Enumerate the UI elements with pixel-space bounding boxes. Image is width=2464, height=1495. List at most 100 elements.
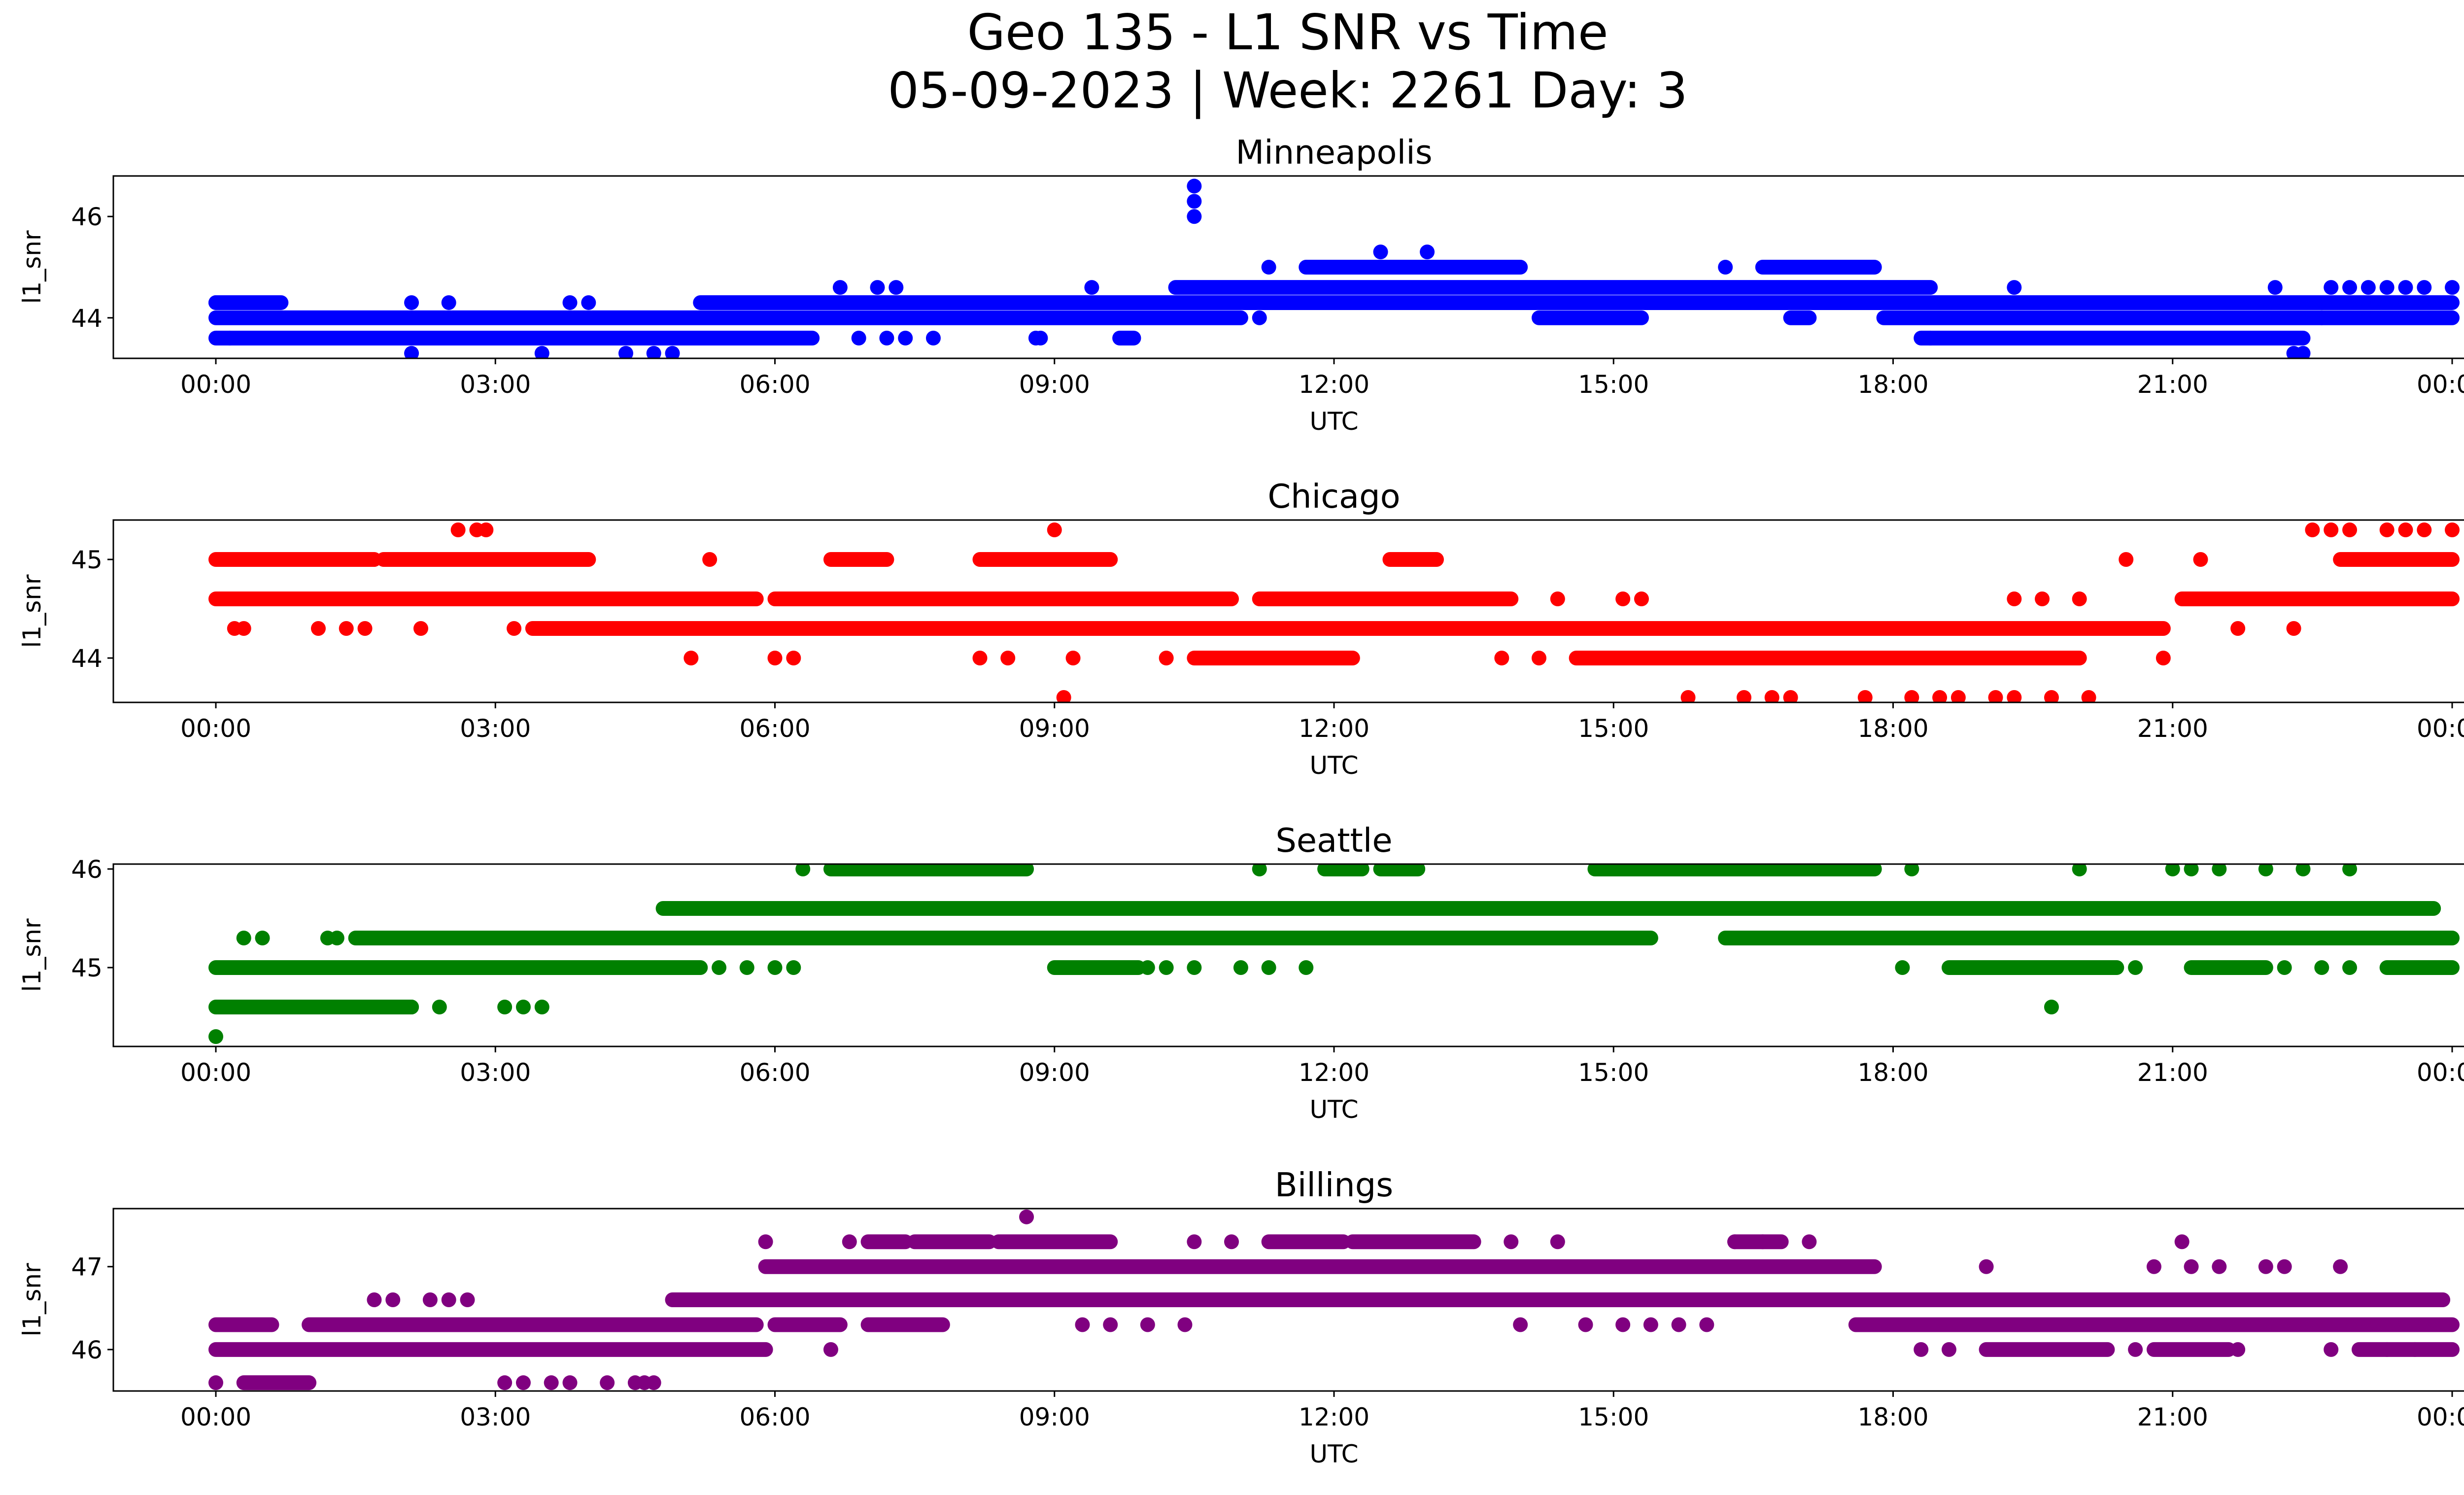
x-tick-label: 15:00	[1578, 1403, 1649, 1431]
data-point	[2417, 280, 2432, 295]
data-point	[851, 330, 866, 346]
x-axis-label: UTC	[1309, 1440, 1358, 1468]
data-point	[2342, 522, 2358, 537]
subplot-minneapolis: Minneapolis 00:00 03:00 06:00 09:00 12:00 15:0…	[18, 133, 2464, 436]
data-point	[1671, 1317, 1686, 1332]
data-point	[1159, 960, 1174, 975]
x-tick-label: 03:00	[460, 370, 531, 399]
data-point	[2156, 651, 2171, 665]
data-point	[2165, 864, 2180, 876]
x-tick-label: 03:00	[460, 1403, 531, 1431]
data-point	[208, 1375, 223, 1391]
x-tick-label: 12:00	[1299, 1403, 1369, 1431]
data-point	[1252, 864, 1267, 876]
y-tick-label: 46	[71, 203, 103, 231]
data-point	[842, 1234, 857, 1250]
data-point	[1643, 1317, 1658, 1332]
data-point	[1000, 651, 1016, 665]
x-tick-label: 21:00	[2137, 714, 2208, 743]
data-point	[2184, 1259, 2199, 1274]
plot-area	[208, 178, 2460, 358]
data-point	[357, 621, 373, 636]
data-point	[1056, 690, 1071, 702]
data-point	[2295, 346, 2311, 358]
data-point	[1979, 1259, 1994, 1274]
data-point	[515, 1375, 531, 1391]
data-point	[2230, 621, 2246, 636]
data-point	[2035, 591, 2050, 606]
data-point	[1550, 591, 1565, 606]
data-point	[870, 280, 885, 295]
data-point	[2342, 864, 2358, 876]
x-tick-label: 18:00	[1857, 1058, 1928, 1087]
data-point	[2230, 1342, 2246, 1357]
data-point	[367, 1292, 382, 1307]
data-point	[404, 1000, 419, 1014]
data-point	[208, 1029, 223, 1044]
data-point	[767, 960, 783, 975]
data-point	[2379, 1342, 2395, 1357]
x-tick-label: 00:00	[180, 1058, 251, 1087]
data-point	[2305, 522, 2320, 537]
y-axis-label: l1_snr	[18, 918, 46, 992]
x-tick-label: 12:00	[1299, 1058, 1369, 1087]
x-tick-label: 15:00	[1578, 714, 1649, 743]
data-point	[1299, 960, 1314, 975]
data-point	[2174, 1234, 2190, 1250]
data-point	[1261, 260, 1276, 275]
data-point	[310, 621, 326, 636]
subplot-chicago: Chicago 00:00 03:00 06:00 09:00 12:00 15:00 18:…	[18, 477, 2464, 780]
data-point	[1289, 651, 1304, 665]
data-point	[1140, 1317, 1155, 1332]
data-point	[2007, 280, 2022, 295]
data-point	[2342, 960, 2358, 975]
data-point	[2072, 864, 2087, 876]
data-point	[441, 1292, 456, 1307]
x-tick-label: 21:00	[2137, 370, 2208, 399]
data-point	[2258, 1259, 2273, 1274]
x-tick-label: 09:00	[1019, 1403, 1090, 1431]
data-point	[1755, 1234, 1770, 1250]
data-point	[665, 346, 680, 358]
data-point	[1140, 960, 1155, 975]
x-tick-label: 03:00	[460, 1058, 531, 1087]
data-point	[1895, 960, 1910, 975]
data-point	[1615, 1317, 1631, 1332]
data-point	[581, 295, 596, 310]
data-point	[2044, 690, 2059, 702]
subplot-billings: Billings 00:00 03:00 06:00 09:00 12:00 15:00 18…	[18, 1166, 2464, 1468]
data-point	[646, 1375, 661, 1391]
data-point	[1033, 330, 1048, 346]
x-tick-label: 06:00	[739, 714, 810, 743]
x-tick-label: 21:00	[2137, 1058, 2208, 1087]
x-axis-label: UTC	[1309, 1095, 1358, 1124]
data-point	[889, 280, 904, 295]
data-point	[795, 864, 811, 876]
data-point	[739, 960, 754, 975]
data-point	[1802, 1234, 1817, 1250]
data-point	[1578, 1317, 1593, 1332]
data-point	[1699, 1317, 1714, 1332]
y-tick-label: 44	[71, 304, 103, 333]
data-point	[684, 651, 699, 665]
subplot-title: Chicago	[1267, 477, 1400, 516]
x-tick-label: 06:00	[739, 370, 810, 399]
data-point	[236, 621, 251, 636]
data-point	[972, 651, 988, 665]
data-point	[2146, 1259, 2161, 1274]
data-point	[1904, 690, 1919, 702]
x-tick-label: 00:00	[2417, 1058, 2464, 1087]
data-point	[460, 1292, 475, 1307]
data-point	[562, 1375, 578, 1391]
x-tick-label: 00:00	[180, 370, 251, 399]
x-tick-label: 00:00	[180, 1403, 251, 1431]
x-tick-label: 09:00	[1019, 714, 1090, 743]
data-point	[1373, 244, 1388, 260]
data-point	[222, 330, 238, 346]
figure-title-line1: Geo 135 - L1 SNR vs Time	[967, 3, 1608, 61]
data-point	[1531, 651, 1546, 665]
data-point	[450, 522, 466, 537]
data-point	[507, 621, 522, 636]
data-point	[2324, 1342, 2339, 1357]
data-point	[1550, 1234, 1565, 1250]
